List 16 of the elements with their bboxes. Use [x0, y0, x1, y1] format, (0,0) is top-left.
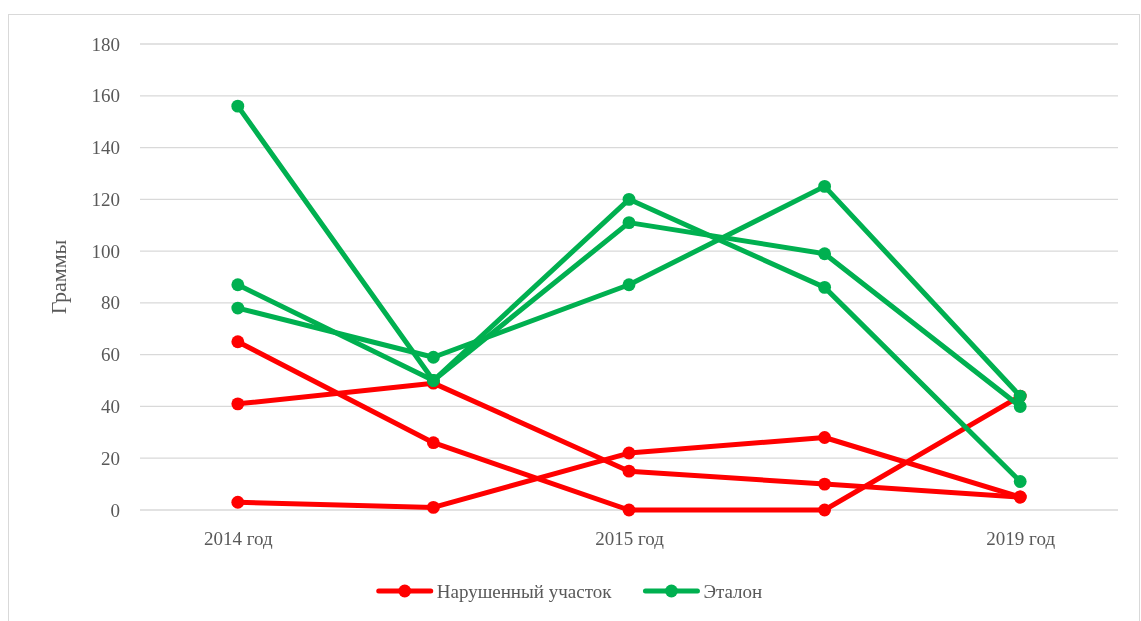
y-tick-label: 60 — [101, 344, 120, 366]
y-tick-label: 180 — [91, 33, 120, 55]
legend-label: Нарушенный участок — [436, 581, 613, 602]
y-tick-label: 0 — [110, 499, 120, 521]
legend-label: Эталон — [703, 581, 763, 602]
y-tick-label: 40 — [101, 396, 120, 418]
y-tick-label: 80 — [101, 292, 120, 314]
x-tick-label: 2015 год — [595, 528, 665, 550]
x-tick-label: 2014 год — [203, 528, 273, 550]
y-tick-label: 140 — [91, 137, 120, 159]
y-tick-label: 120 — [91, 188, 120, 210]
x-tick-label: 2019 год — [986, 528, 1056, 550]
y-axis-title: Граммы — [46, 239, 71, 315]
y-tick-label: 20 — [101, 447, 120, 469]
y-tick-label: 160 — [91, 85, 120, 107]
y-tick-label: 100 — [91, 240, 120, 262]
